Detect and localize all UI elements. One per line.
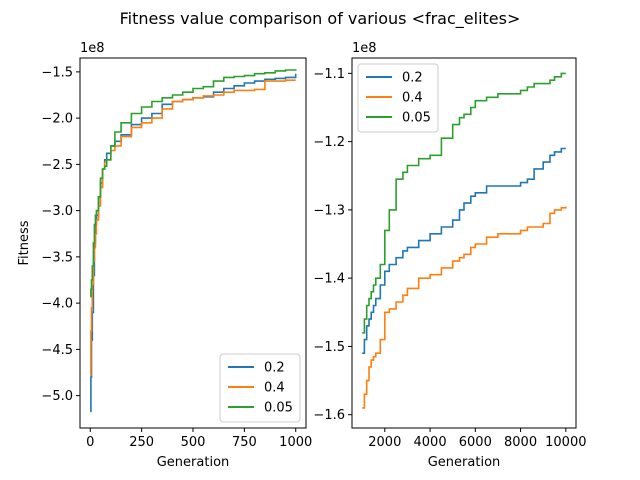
x-tick-label: 6000 (459, 435, 492, 450)
legend-label: 0.05 (264, 401, 293, 416)
x-tick-label: 8000 (504, 435, 537, 450)
legend-box (357, 63, 439, 133)
x-tick-label: 1000 (279, 435, 312, 450)
y-tick-label: −3.5 (41, 250, 73, 265)
x-tick-label: 250 (129, 435, 154, 450)
series-line-0-2 (362, 147, 566, 354)
legend-label: 0.4 (402, 91, 423, 106)
x-tick-label: 0 (86, 435, 94, 450)
left-axes: 0 250 500 750 1000 −5.0 −4.5 −4.0 −3.5 −3.0 −2.5 −2… (17, 41, 312, 470)
x-tick-label: 500 (181, 435, 206, 450)
right-axes: 2000 4000 6000 8000 10000 −1.6 −1.5 −1.4 −1.3 −1.… (313, 41, 586, 470)
y-tick-label: −1.5 (41, 65, 73, 80)
axes-frame (351, 57, 577, 429)
legend-box (219, 353, 301, 423)
y-tick-label: −1.3 (313, 203, 345, 218)
y-tick-label: −1.6 (313, 408, 345, 423)
y-axis-label: Fitness (17, 220, 32, 265)
x-tick-label: 2000 (368, 435, 401, 450)
y-tick-label: −1.2 (313, 135, 345, 150)
x-tick-label: 4000 (414, 435, 447, 450)
y-tick-label: −3.0 (41, 204, 73, 219)
x-tick-label: 750 (232, 435, 257, 450)
x-tick-label: 10000 (545, 435, 586, 450)
legend-label: 0.2 (402, 71, 423, 86)
y-tick-label: −1.4 (313, 272, 345, 287)
y-tick-label: −4.0 (41, 297, 73, 312)
series-line-0-4 (90, 79, 296, 377)
series-line-0-05 (362, 72, 566, 334)
legend-label: 0.05 (402, 111, 431, 126)
y-tick-label: −1.5 (313, 340, 345, 355)
y-tick-label: −2.5 (41, 158, 73, 173)
y-offset-label: 1e8 (352, 41, 377, 56)
y-tick-label: −5.0 (41, 389, 73, 404)
legend-label: 0.2 (264, 361, 285, 376)
series-line-0-05 (90, 69, 297, 298)
x-axis-label: Generation (157, 455, 230, 470)
y-offset-label: 1e8 (80, 41, 105, 56)
y-tick-label: −4.5 (41, 343, 73, 358)
series-line-0-4 (362, 206, 567, 409)
legend-label: 0.4 (264, 381, 285, 396)
y-tick-label: −1.1 (313, 67, 345, 82)
x-axis-label: Generation (428, 455, 501, 470)
figure-title: Fitness value comparison of various <fra… (120, 9, 521, 29)
y-tick-label: −2.0 (41, 112, 73, 127)
